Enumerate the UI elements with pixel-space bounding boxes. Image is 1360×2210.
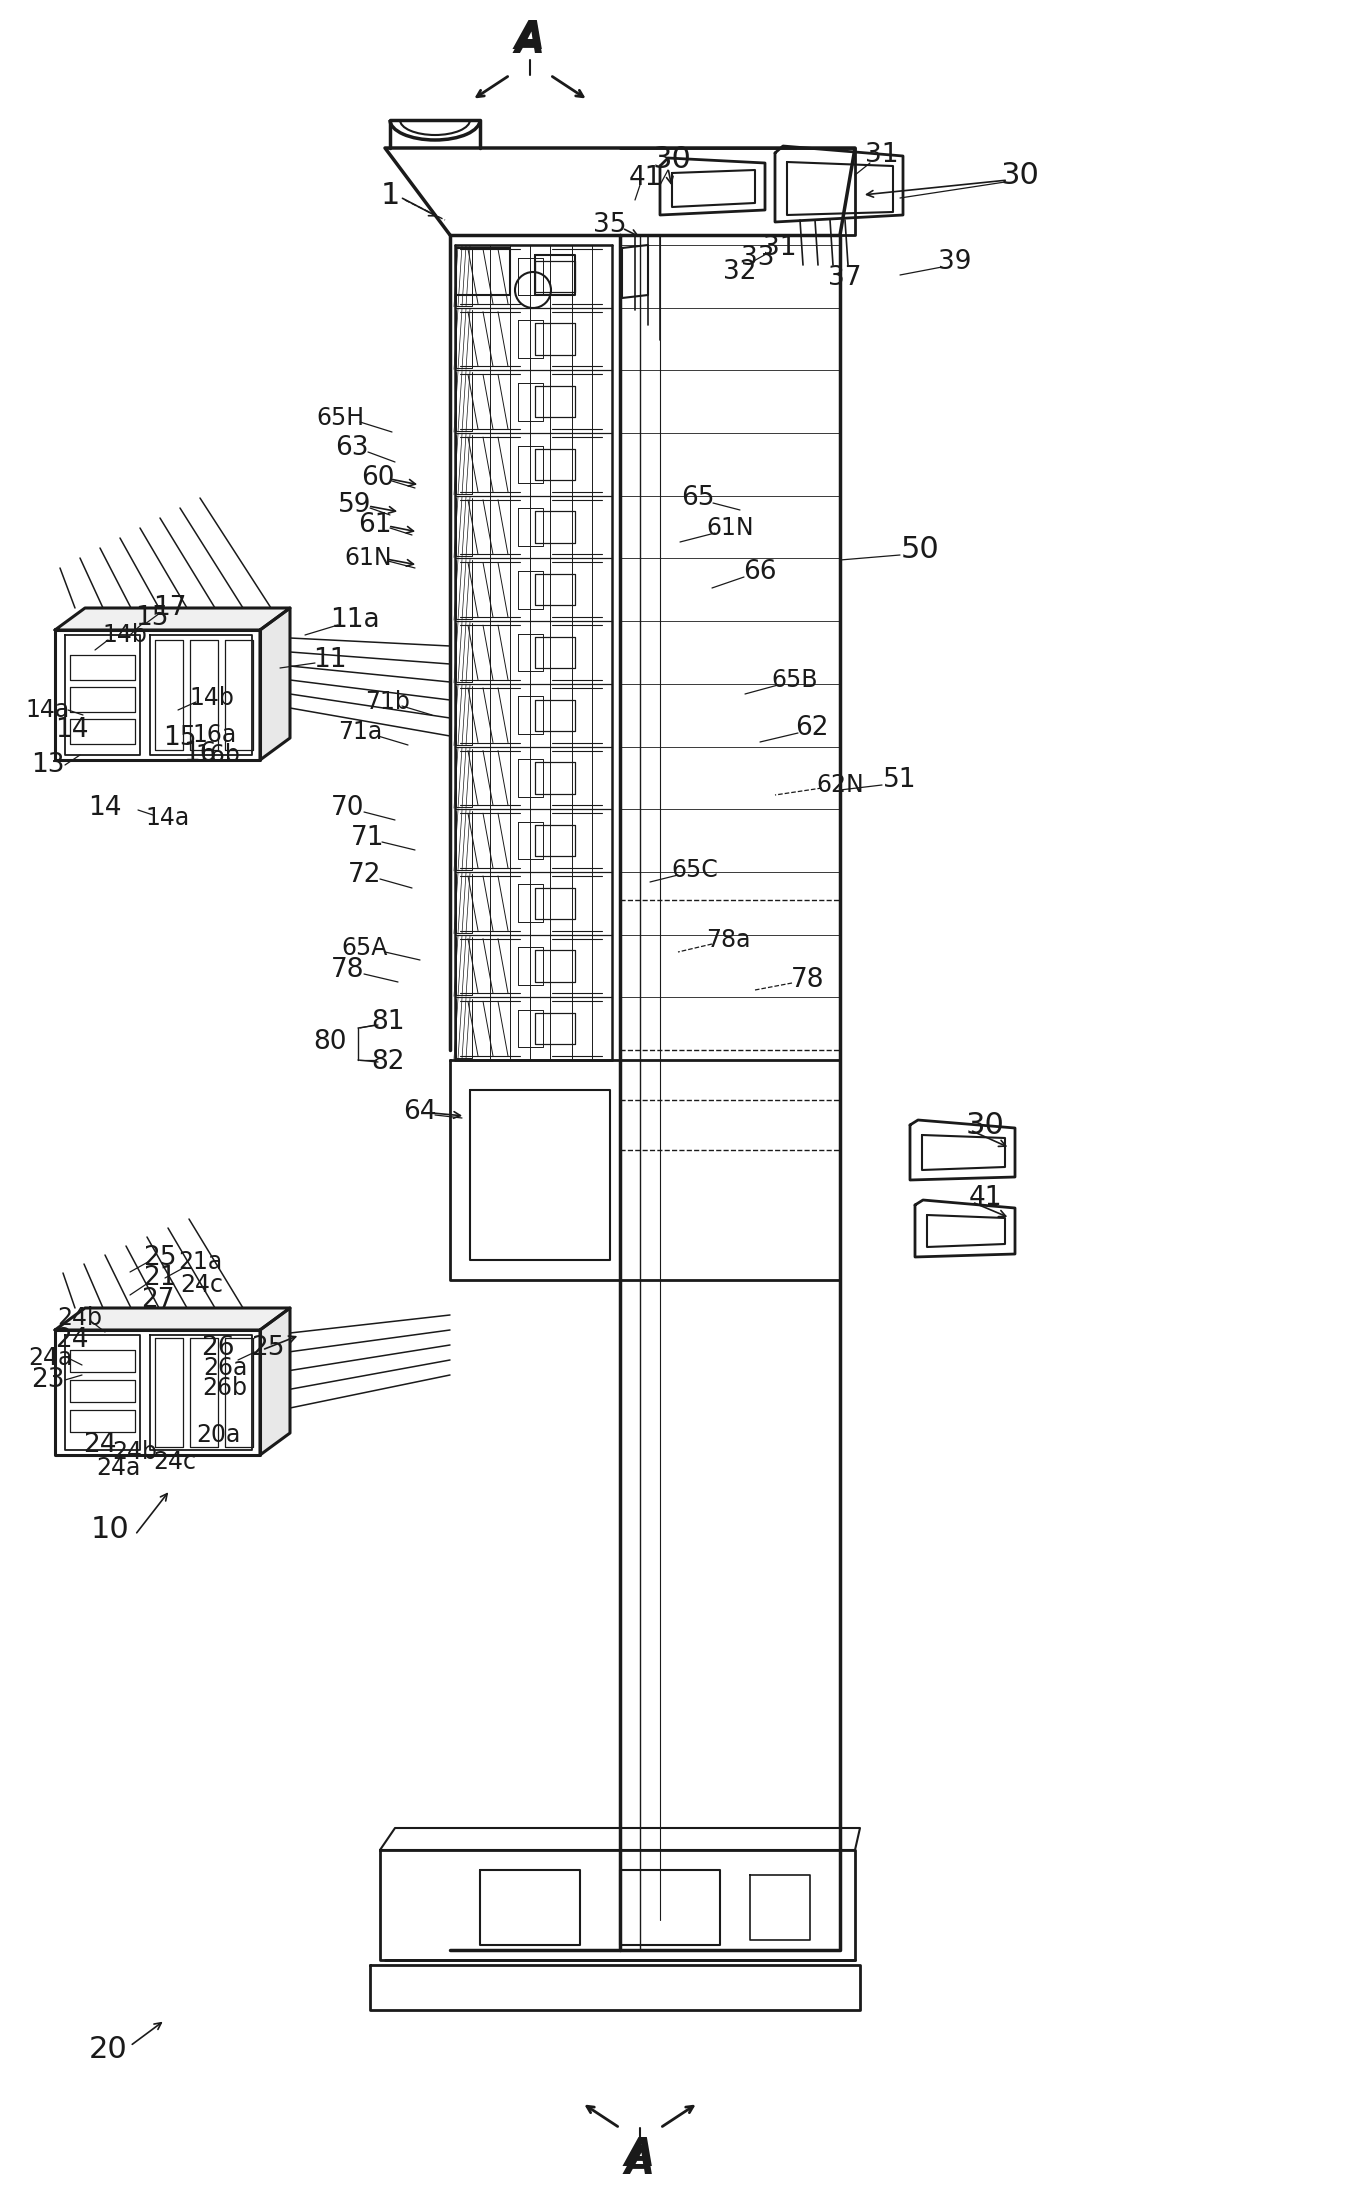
Text: A: A <box>515 22 545 62</box>
Text: 24: 24 <box>83 1432 117 1459</box>
Text: 14: 14 <box>88 796 122 820</box>
Polygon shape <box>54 630 260 760</box>
Text: 81: 81 <box>371 1010 405 1034</box>
Text: 65: 65 <box>681 484 715 511</box>
Text: 26a: 26a <box>203 1357 248 1379</box>
Text: 31: 31 <box>763 234 797 261</box>
Text: 60: 60 <box>362 464 394 491</box>
Text: 32: 32 <box>724 259 756 285</box>
Text: 24a: 24a <box>27 1346 72 1370</box>
Text: 14b: 14b <box>102 623 147 648</box>
Text: 24c: 24c <box>181 1273 223 1297</box>
Text: 14a: 14a <box>26 698 71 723</box>
Text: 24: 24 <box>56 1326 88 1353</box>
Polygon shape <box>54 608 290 630</box>
Text: 59: 59 <box>339 493 371 517</box>
Text: A: A <box>626 2137 656 2175</box>
Text: 61N: 61N <box>344 546 392 570</box>
Text: 25: 25 <box>143 1244 177 1271</box>
Polygon shape <box>54 1308 290 1330</box>
Polygon shape <box>260 608 290 760</box>
Text: 14: 14 <box>56 716 88 743</box>
Text: 70: 70 <box>332 796 364 820</box>
Text: 30: 30 <box>653 146 691 175</box>
Text: 63: 63 <box>336 435 369 462</box>
Text: 65B: 65B <box>771 667 819 692</box>
Text: 15: 15 <box>135 606 169 632</box>
Text: 65C: 65C <box>672 857 718 882</box>
Text: 78a: 78a <box>706 928 751 953</box>
Text: 31: 31 <box>865 141 899 168</box>
Text: 62N: 62N <box>816 774 864 798</box>
Text: 24c: 24c <box>154 1450 196 1474</box>
Text: 16a: 16a <box>193 723 237 747</box>
Text: 13: 13 <box>31 751 65 778</box>
Text: 71b: 71b <box>366 690 411 714</box>
Text: 41: 41 <box>628 166 662 190</box>
Text: 15: 15 <box>163 725 197 751</box>
Text: 20a: 20a <box>196 1423 241 1448</box>
Text: 82: 82 <box>371 1050 405 1074</box>
Text: 78: 78 <box>332 957 364 983</box>
Text: 14b: 14b <box>189 685 234 709</box>
Text: 10: 10 <box>91 1516 129 1545</box>
Text: 27: 27 <box>141 1286 174 1313</box>
Text: 26b: 26b <box>203 1377 248 1399</box>
Text: 72: 72 <box>348 862 382 888</box>
Text: 1: 1 <box>381 181 400 210</box>
Text: A: A <box>515 20 545 57</box>
Text: 39: 39 <box>938 250 972 274</box>
Text: 80: 80 <box>313 1030 347 1054</box>
Text: 30: 30 <box>966 1109 1005 1140</box>
Text: 17: 17 <box>154 594 186 621</box>
Text: 16: 16 <box>184 740 216 767</box>
Text: A: A <box>626 2144 656 2181</box>
Text: 65A: 65A <box>341 937 388 959</box>
Text: 11: 11 <box>313 648 347 674</box>
Text: 21a: 21a <box>178 1251 222 1273</box>
Text: 16b: 16b <box>196 743 241 767</box>
Text: 35: 35 <box>593 212 627 239</box>
Polygon shape <box>54 1330 260 1454</box>
Text: 25: 25 <box>252 1335 284 1361</box>
Text: 24a: 24a <box>95 1456 140 1481</box>
Text: 51: 51 <box>883 767 917 793</box>
Text: 71a: 71a <box>337 720 382 745</box>
Text: 64: 64 <box>404 1098 437 1125</box>
Text: 23: 23 <box>31 1368 65 1392</box>
Text: 78: 78 <box>792 968 824 992</box>
Text: 26: 26 <box>201 1335 235 1361</box>
Polygon shape <box>260 1308 290 1454</box>
Text: 61N: 61N <box>706 515 753 539</box>
Text: 21: 21 <box>143 1264 177 1291</box>
Text: 20: 20 <box>88 2035 128 2064</box>
Text: 66: 66 <box>744 559 777 586</box>
Text: 41: 41 <box>968 1185 1002 1211</box>
Text: 61: 61 <box>358 513 392 537</box>
Text: 24b: 24b <box>113 1441 158 1463</box>
Text: 30: 30 <box>1001 161 1039 190</box>
Text: 24b: 24b <box>57 1306 102 1330</box>
Text: 11a: 11a <box>330 608 379 632</box>
Text: 71: 71 <box>351 824 385 851</box>
Text: 65H: 65H <box>316 407 364 431</box>
Text: 33: 33 <box>741 245 775 272</box>
Text: 62: 62 <box>796 716 828 740</box>
Text: 37: 37 <box>828 265 862 292</box>
Text: 14a: 14a <box>146 807 190 831</box>
Text: 50: 50 <box>900 535 940 564</box>
